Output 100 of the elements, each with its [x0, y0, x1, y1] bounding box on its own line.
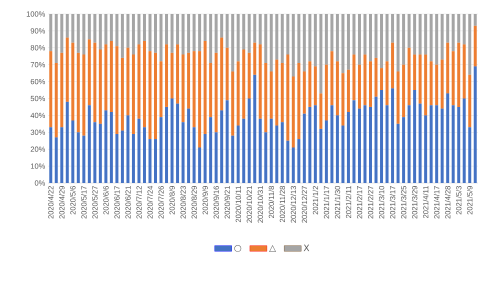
bar — [336, 61, 339, 116]
legend-label: △ — [269, 245, 276, 252]
bar — [363, 105, 366, 183]
bar — [253, 74, 256, 183]
bar — [154, 14, 157, 53]
bar — [363, 54, 366, 106]
bar — [413, 90, 416, 183]
bar — [170, 98, 174, 183]
bar — [314, 66, 317, 106]
bar — [341, 73, 344, 126]
bar — [98, 49, 102, 124]
bar — [220, 14, 224, 38]
bar — [374, 96, 378, 183]
bar — [198, 51, 202, 148]
bar — [446, 93, 450, 183]
legend-label: X — [304, 244, 310, 252]
bar — [137, 14, 140, 44]
bar — [220, 110, 224, 183]
bar — [76, 52, 80, 132]
bar — [187, 14, 190, 53]
bar — [93, 14, 96, 43]
bar — [380, 90, 384, 183]
bar — [248, 52, 251, 98]
bar — [209, 63, 212, 118]
bar — [82, 136, 86, 183]
bar — [462, 14, 466, 44]
bar — [66, 102, 69, 183]
bar — [446, 42, 450, 94]
bar — [408, 48, 411, 106]
bar — [457, 106, 460, 183]
bar — [324, 14, 328, 65]
bar — [198, 148, 202, 183]
bar — [192, 14, 196, 52]
bar — [369, 106, 372, 183]
bar — [275, 60, 278, 126]
bar — [236, 14, 240, 62]
bar — [253, 42, 256, 75]
bar — [319, 128, 322, 183]
bar — [308, 61, 312, 107]
bar — [76, 14, 80, 53]
bar — [330, 14, 334, 52]
bar — [220, 38, 224, 110]
bar — [358, 14, 361, 65]
bar — [270, 118, 273, 183]
bar — [275, 126, 278, 183]
bar — [248, 98, 251, 183]
bar — [330, 51, 334, 106]
bar — [408, 14, 411, 48]
bar — [176, 104, 180, 183]
bar — [214, 52, 218, 132]
bar — [452, 105, 455, 183]
bar — [468, 14, 472, 75]
bar — [324, 120, 328, 183]
bar — [187, 52, 190, 109]
bar — [82, 54, 86, 136]
bar — [115, 46, 118, 134]
bar — [302, 14, 306, 72]
bar — [396, 124, 400, 183]
bar — [352, 14, 356, 55]
bar — [226, 14, 229, 48]
bar — [60, 14, 64, 53]
bar — [160, 117, 163, 183]
bar — [413, 14, 416, 55]
bar — [440, 108, 444, 183]
bar — [435, 105, 438, 183]
bar — [336, 115, 339, 183]
bar — [286, 14, 290, 55]
bar — [242, 14, 246, 50]
bar — [66, 38, 69, 102]
bar — [154, 52, 157, 140]
bar — [204, 41, 207, 134]
bar — [319, 14, 322, 94]
bar — [187, 108, 190, 183]
bar — [76, 132, 80, 183]
bar — [182, 122, 185, 183]
bar — [369, 14, 372, 62]
bar — [424, 14, 428, 55]
legend-label: ○ — [234, 245, 242, 252]
bar — [231, 14, 234, 72]
bar — [446, 14, 450, 43]
bar — [71, 14, 74, 43]
bar — [380, 14, 384, 68]
bar — [110, 41, 113, 112]
bar — [165, 14, 168, 44]
bar — [142, 41, 146, 128]
bar — [286, 54, 290, 141]
bar — [98, 124, 102, 183]
bar — [474, 14, 477, 26]
bar — [132, 134, 135, 183]
bar — [49, 51, 52, 128]
bar — [154, 139, 157, 183]
bar — [396, 71, 400, 124]
bar — [104, 110, 108, 183]
bar — [182, 54, 185, 122]
bar — [386, 105, 389, 183]
bar — [110, 14, 113, 42]
bar — [402, 64, 406, 118]
bar — [435, 64, 438, 106]
bar — [402, 14, 406, 65]
bar — [120, 130, 124, 183]
